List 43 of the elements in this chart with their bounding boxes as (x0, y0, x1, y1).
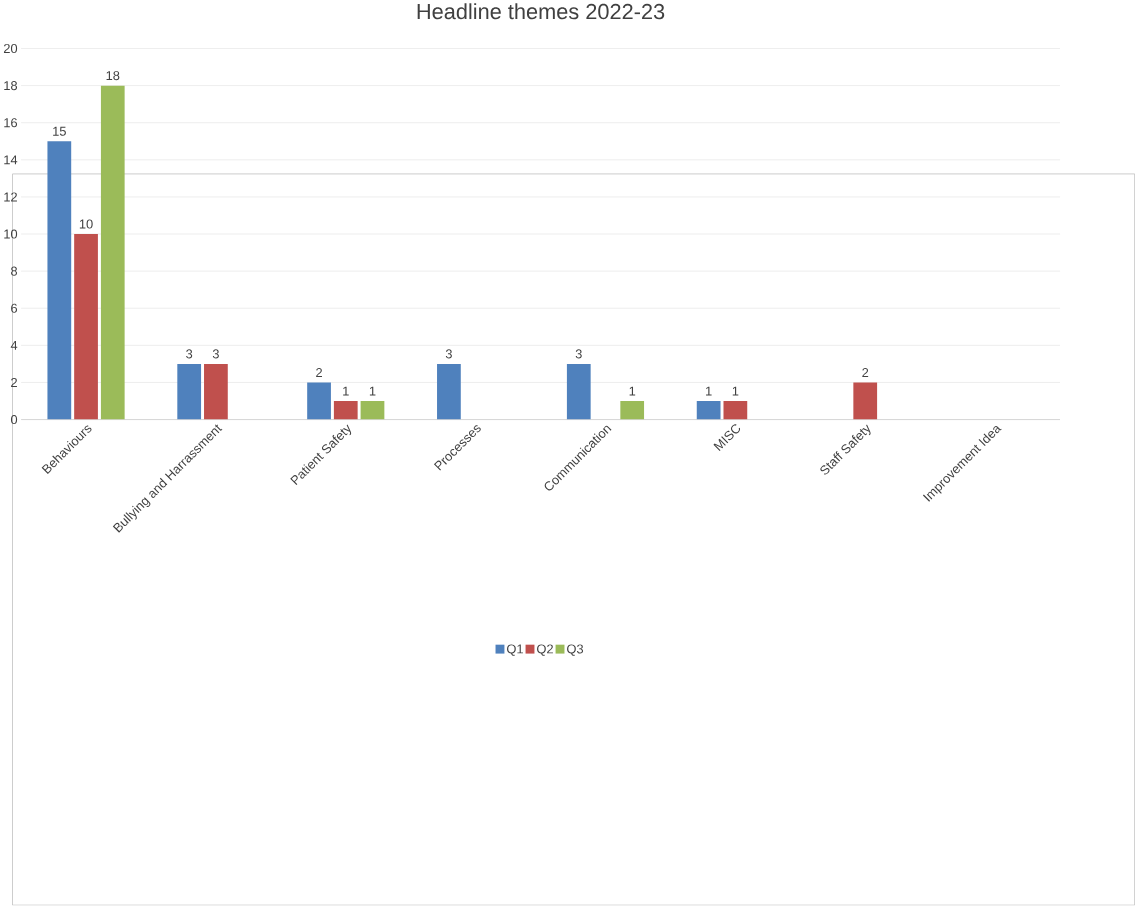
y-tick-label: 2 (11, 378, 17, 388)
legend-label: Q1 (507, 644, 523, 657)
bar (177, 364, 202, 420)
bar (307, 382, 331, 420)
bar (47, 141, 72, 420)
y-tick-label: 16 (4, 118, 18, 128)
bar (696, 401, 721, 420)
bar (566, 364, 591, 420)
y-tick-label: 18 (4, 81, 18, 91)
data-label: 3 (212, 349, 219, 359)
legend-label: Q2 (537, 644, 553, 657)
y-tick-label: 4 (10, 341, 18, 350)
y-tick-label: 0 (10, 415, 18, 425)
legend-label: Q3 (567, 644, 584, 657)
bar (100, 85, 125, 420)
data-label: 2 (316, 368, 322, 378)
bar (723, 401, 748, 420)
chart-title: Headline themes 2022-23 (417, 3, 665, 20)
data-label: 3 (445, 349, 452, 359)
data-label: 18 (106, 71, 120, 81)
data-label: 1 (706, 386, 712, 396)
bar (437, 364, 461, 420)
data-label: 15 (53, 127, 66, 137)
y-tick-label: 6 (11, 303, 18, 314)
data-label: 1 (343, 386, 349, 396)
data-label: 10 (79, 219, 93, 229)
bar (74, 234, 98, 420)
data-label: 1 (629, 386, 636, 396)
y-tick-label: 14 (4, 155, 18, 165)
y-tick-label: 20 (3, 44, 18, 54)
y-tick-label: 10 (4, 229, 18, 239)
data-label: 3 (186, 349, 193, 359)
bar (360, 401, 385, 420)
bar (853, 382, 878, 420)
y-tick-label: 8 (11, 266, 18, 276)
y-tick-label: 12 (4, 192, 17, 202)
data-label: 1 (732, 386, 739, 396)
bar (333, 401, 358, 420)
bar (620, 401, 645, 420)
data-label: 3 (575, 349, 582, 359)
bar (204, 364, 228, 420)
data-label: 2 (862, 368, 869, 378)
data-label: 1 (369, 386, 376, 396)
